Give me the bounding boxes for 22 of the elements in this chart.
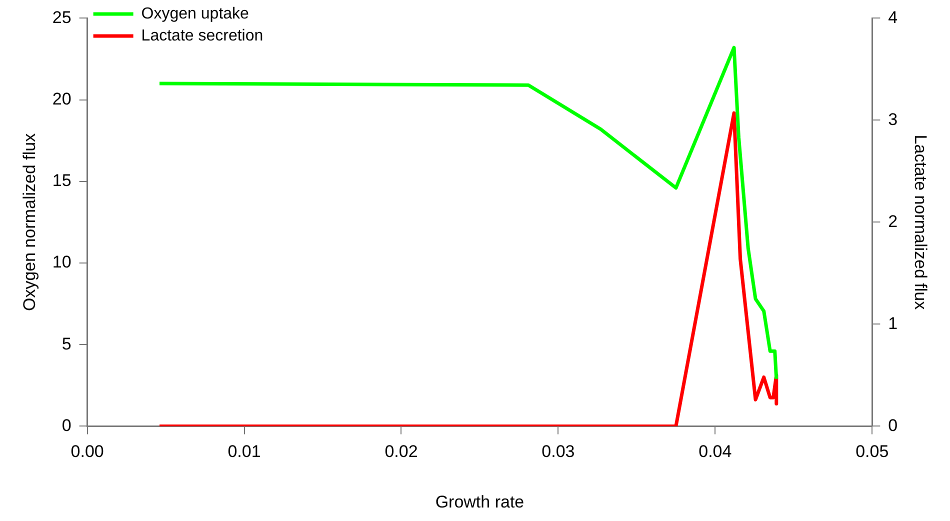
y2-tick-label: 1 (888, 314, 898, 333)
x-tick-label: 0.02 (384, 442, 418, 462)
x-tick-label: 0.01 (228, 442, 261, 462)
y-axis-title: Oxygen normalized flux (20, 132, 39, 312)
y-tick-label: 15 (52, 171, 72, 190)
y2-axis-title: Lactate normalized flux (911, 134, 930, 310)
y-tick-label: 25 (52, 8, 72, 27)
x-tick-label: 0.04 (698, 442, 732, 462)
y-tick-label: 20 (52, 89, 72, 108)
x-tick-label: 0.05 (856, 442, 889, 462)
x-tick-label: 0.00 (70, 442, 104, 462)
y-tick-label: 10 (52, 252, 72, 272)
legend-label: Lactate secretion (141, 27, 264, 44)
y2-tick-label: 4 (888, 8, 898, 27)
x-axis-title: Growth rate (435, 492, 524, 512)
legend-label: Oxygen uptake (141, 5, 250, 22)
y-tick-label: 5 (62, 334, 72, 354)
x-tick-label: 0.03 (542, 442, 575, 462)
y2-tick-label: 2 (888, 212, 898, 231)
y-tick-label: 0 (62, 416, 72, 435)
y2-tick-label: 0 (888, 416, 898, 435)
y2-tick-label: 3 (888, 110, 898, 129)
